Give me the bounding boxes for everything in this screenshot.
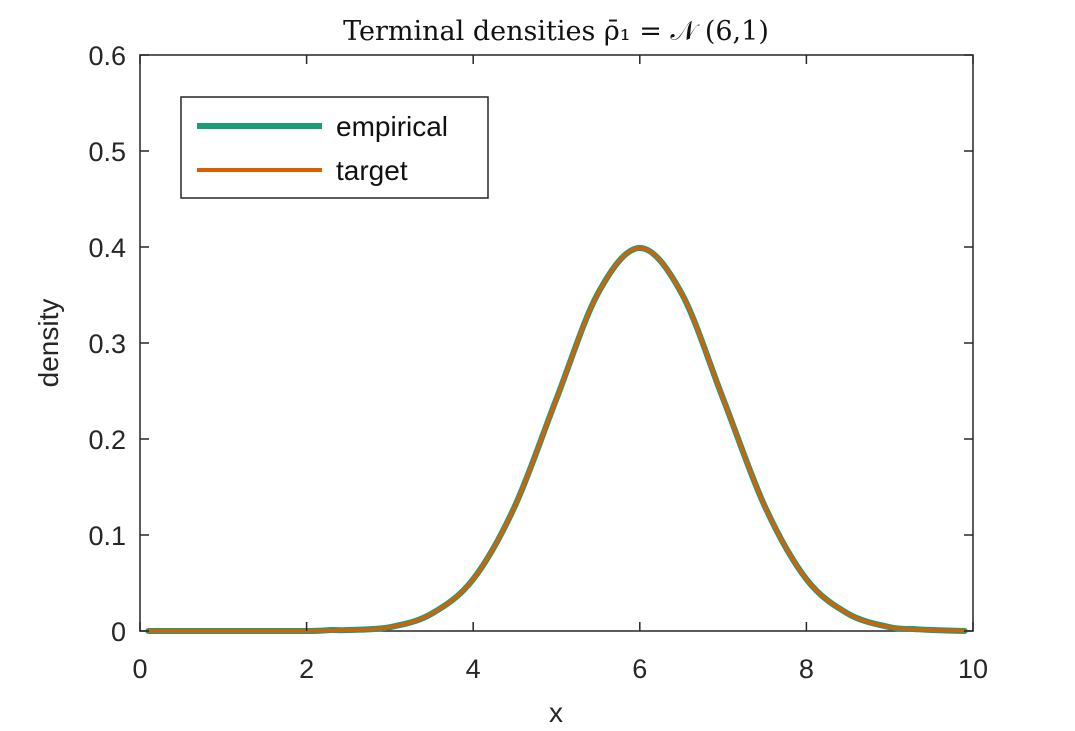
x-tick-label: 0 bbox=[132, 654, 147, 684]
series-line-target bbox=[146, 246, 967, 633]
y-tick-label: 0.2 bbox=[88, 425, 126, 455]
y-tick-label: 0 bbox=[111, 617, 126, 647]
x-tick-label: 4 bbox=[466, 654, 481, 684]
x-axis-label: x bbox=[549, 697, 563, 728]
y-tick-label: 0.1 bbox=[88, 521, 126, 551]
x-tick-label: 6 bbox=[632, 654, 647, 684]
x-tick-label: 10 bbox=[958, 654, 988, 684]
y-axis-label: density bbox=[33, 299, 64, 388]
legend-label-target: target bbox=[336, 155, 408, 186]
legend-label-empirical: empirical bbox=[336, 111, 448, 142]
y-tick-label: 0.6 bbox=[88, 41, 126, 71]
legend: empirical target bbox=[180, 96, 489, 199]
series-layer bbox=[145, 244, 968, 635]
x-tick-label: 2 bbox=[299, 654, 314, 684]
chart-title: Terminal densities ρ̄₁ = 𝒩 (6,1) bbox=[343, 16, 769, 47]
y-tick-label: 0.3 bbox=[88, 329, 126, 359]
y-tick-label: 0.4 bbox=[88, 233, 126, 263]
ticks-layer: 0 2 4 6 8 10 0 0.1 0.2 0.3 0.4 0.5 0.6 bbox=[88, 41, 988, 684]
x-tick-label: 8 bbox=[799, 654, 814, 684]
legend-box bbox=[180, 96, 489, 199]
y-tick-label: 0.5 bbox=[88, 137, 126, 167]
